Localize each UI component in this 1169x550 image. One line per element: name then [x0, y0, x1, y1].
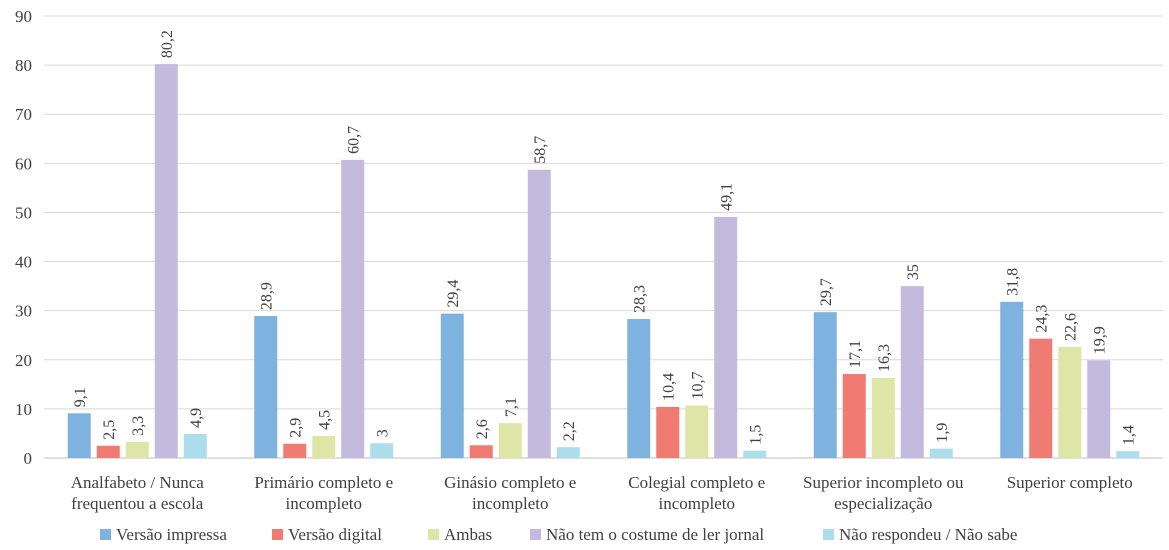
data-label: 2,2	[561, 421, 578, 441]
bar	[1058, 347, 1082, 458]
legend: Versão impressa Versão digital Ambas Não te…	[100, 525, 1017, 544]
data-label: 29,4	[445, 280, 462, 308]
data-label: 80,2	[159, 30, 176, 58]
legend-label: Versão digital	[288, 525, 382, 544]
data-label: 60,7	[346, 126, 363, 154]
x-category-label: Analfabeto / Nunca	[71, 473, 205, 492]
bar	[370, 443, 394, 458]
data-label: 49,1	[719, 183, 736, 211]
bar	[312, 435, 336, 458]
data-label: 58,7	[532, 136, 549, 164]
bar	[1087, 360, 1111, 458]
legend-label: Não respondeu / Não sabe	[839, 525, 1017, 544]
legend-label: Versão impressa	[116, 525, 227, 544]
y-axis: 0 10 20 30 40 50 60 70 80 90	[15, 7, 32, 468]
x-category-label: Colegial completo e	[628, 473, 765, 492]
data-label: 4,5	[317, 410, 334, 430]
data-label: 3,3	[130, 416, 147, 436]
data-label: 10,4	[661, 373, 678, 401]
data-label: 2,9	[288, 418, 305, 438]
data-labels: 9,1 28,9 29,4 28,3 29,7 31,8 2,5 2,9 2,6 10,4 17,1…	[72, 30, 1138, 445]
data-label: 31,8	[1005, 268, 1022, 296]
bar	[1000, 301, 1024, 458]
bar	[1116, 451, 1140, 458]
x-category-label: Ginásio completo e	[444, 473, 576, 492]
y-tick-label: 60	[15, 154, 32, 173]
x-category-label: Primário completo e	[254, 473, 393, 492]
legend-swatch	[272, 529, 283, 540]
data-label: 10,7	[690, 371, 707, 399]
y-tick-label: 30	[15, 302, 32, 321]
legend-swatch	[530, 529, 541, 540]
legend-swatch	[100, 529, 111, 540]
y-tick-label: 10	[15, 400, 32, 419]
bar	[556, 447, 580, 458]
data-label: 2,6	[474, 419, 491, 439]
y-tick-label: 40	[15, 253, 32, 272]
bar	[67, 413, 91, 458]
x-category-label: Superior incompleto ou	[803, 473, 964, 492]
data-label: 1,5	[748, 425, 765, 445]
bar	[498, 423, 522, 458]
bar	[900, 286, 924, 458]
bar	[1029, 338, 1053, 458]
bar	[813, 312, 837, 458]
legend-swatch	[428, 529, 439, 540]
x-category-label: incompleto	[286, 494, 362, 513]
x-category-label: frequentou a escola	[71, 494, 204, 513]
bar	[183, 433, 207, 458]
y-tick-label: 20	[15, 351, 32, 370]
data-label: 4,9	[188, 408, 205, 428]
gridlines	[44, 15, 1163, 459]
y-tick-label: 70	[15, 105, 32, 124]
bar	[154, 64, 178, 458]
bar	[527, 169, 551, 458]
bar	[125, 441, 149, 458]
bar	[254, 316, 278, 458]
legend-label: Ambas	[444, 525, 492, 544]
bar	[96, 445, 120, 458]
bar	[743, 450, 767, 458]
data-label: 16,3	[876, 344, 893, 372]
data-label: 19,9	[1092, 326, 1109, 354]
legend-swatch	[823, 529, 834, 540]
bar	[871, 377, 895, 458]
data-label: 9,1	[72, 387, 89, 407]
bars	[67, 64, 1140, 458]
data-label: 28,9	[259, 282, 276, 310]
data-label: 29,7	[818, 278, 835, 306]
x-axis: Analfabeto / Nunca frequentou a escola Pri…	[71, 473, 1133, 513]
bar	[341, 159, 365, 458]
x-category-label: Superior completo	[1007, 473, 1133, 492]
y-tick-label: 0	[24, 449, 33, 468]
data-label: 24,3	[1034, 305, 1051, 333]
y-tick-label: 80	[15, 56, 32, 75]
bar	[627, 319, 651, 458]
bar	[685, 405, 709, 458]
data-label: 1,4	[1121, 425, 1138, 445]
y-tick-label: 90	[15, 7, 32, 26]
bar	[440, 313, 464, 458]
x-category-label: especialização	[834, 494, 932, 513]
x-category-label: incompleto	[472, 494, 548, 513]
data-label: 17,1	[847, 340, 864, 368]
bar	[929, 448, 953, 458]
bar	[283, 443, 307, 458]
data-label: 22,6	[1063, 313, 1080, 341]
bar	[842, 374, 866, 458]
data-label: 2,5	[101, 420, 118, 440]
bar	[714, 216, 738, 458]
legend-label: Não tem o costume de ler jornal	[546, 525, 764, 544]
data-label: 7,1	[503, 397, 520, 417]
bar	[469, 445, 493, 458]
data-label: 1,9	[934, 423, 951, 443]
data-label: 35	[905, 264, 922, 280]
y-tick-label: 50	[15, 203, 32, 222]
data-label: 3	[375, 429, 392, 437]
data-label: 28,3	[632, 285, 649, 313]
bar	[656, 406, 680, 458]
x-category-label: incompleto	[659, 494, 735, 513]
